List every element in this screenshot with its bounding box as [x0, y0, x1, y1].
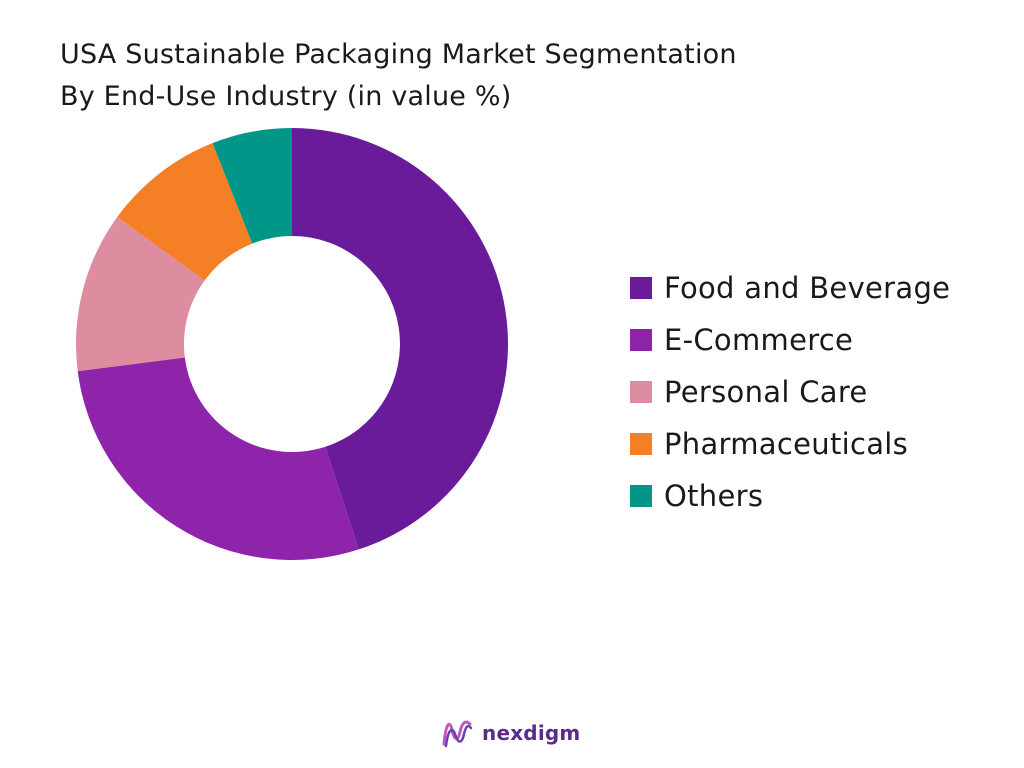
- legend-item-pharmaceuticals: Pharmaceuticals: [630, 418, 950, 470]
- legend-item-food-and-beverage: Food and Beverage: [630, 262, 950, 314]
- legend-label-others: Others: [664, 479, 764, 513]
- slice-pharmaceuticals: [117, 143, 253, 281]
- legend-label-personal-care: Personal Care: [664, 375, 868, 409]
- legend-swatch-pharmaceuticals: [630, 433, 652, 455]
- wave-n-logo-icon: [442, 720, 473, 748]
- chart-title: USA Sustainable Packaging Market Segment…: [60, 34, 960, 118]
- chart-title-line-1: USA Sustainable Packaging Market Segment…: [60, 39, 737, 70]
- slice-e-commerce: [77, 357, 359, 560]
- brand-name: nexdigm: [482, 721, 581, 745]
- legend: Food and Beverage E-Commerce Personal Care…: [630, 262, 950, 522]
- chart-title-line-2: By End-Use Industry (in value %): [60, 81, 512, 112]
- donut-slices: [76, 128, 509, 560]
- brand-footer: nexdigm: [440, 716, 580, 750]
- slice-others: [212, 128, 292, 244]
- slice-personal-care: [76, 217, 205, 372]
- legend-label-pharmaceuticals: Pharmaceuticals: [664, 427, 909, 461]
- legend-swatch-personal-care: [630, 381, 652, 403]
- legend-label-food-and-beverage: Food and Beverage: [664, 271, 951, 305]
- legend-swatch-food-and-beverage: [630, 277, 652, 299]
- legend-item-others: Others: [630, 470, 950, 522]
- legend-swatch-e-commerce: [630, 329, 652, 351]
- slice-food-and-beverage: [292, 128, 509, 550]
- legend-item-e-commerce: E-Commerce: [630, 314, 950, 366]
- legend-label-e-commerce: E-Commerce: [664, 323, 854, 357]
- legend-swatch-others: [630, 485, 652, 507]
- legend-item-personal-care: Personal Care: [630, 366, 950, 418]
